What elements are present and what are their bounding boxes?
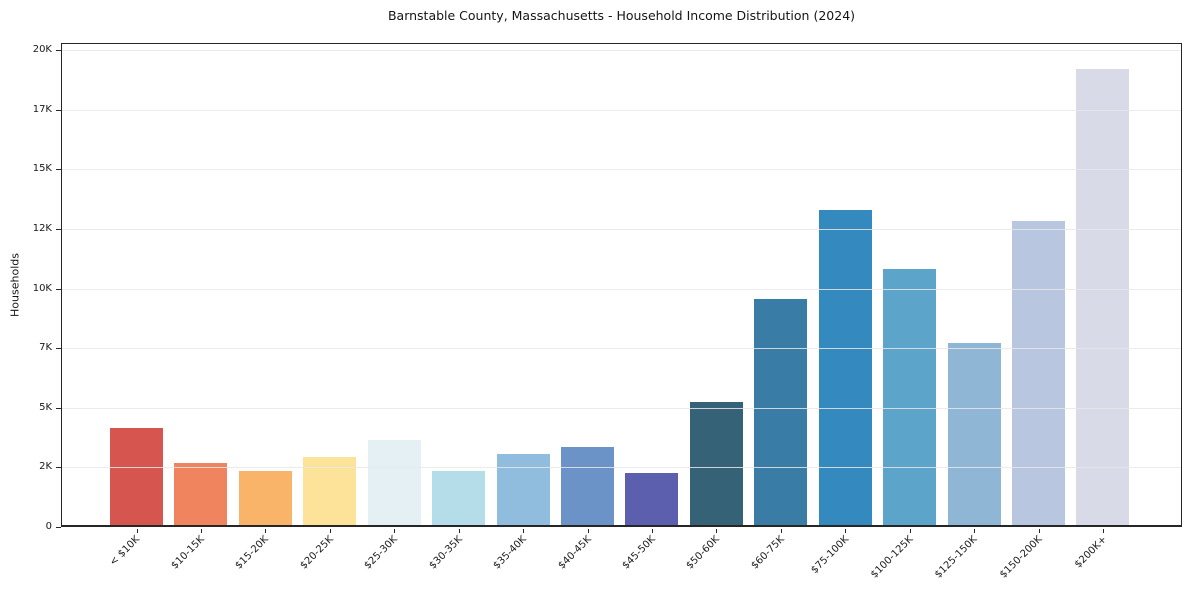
bar-14 <box>947 343 1001 527</box>
gridline-12K <box>62 229 1181 230</box>
bar-6 <box>432 470 486 527</box>
x-tick-mark <box>909 529 911 533</box>
x-tick-label: < $10K <box>108 534 143 569</box>
x-tick-label: $30-35K <box>427 534 465 572</box>
x-tick-label: $45-50K <box>620 534 658 572</box>
gridline-20K <box>62 50 1181 52</box>
x-tick-mark <box>265 529 267 533</box>
x-tick-mark <box>136 529 138 533</box>
x-tick-mark <box>458 529 460 533</box>
gridline-15K <box>62 169 1181 171</box>
bar-12 <box>818 210 872 527</box>
x-tick-mark <box>845 529 847 533</box>
y-tick-label: 2K <box>39 461 52 473</box>
x-tick-mark <box>329 529 331 533</box>
y-tick-label: 0 <box>45 521 52 532</box>
x-tick-label: $40-45K <box>555 534 594 572</box>
y-tick-mark <box>56 169 61 171</box>
y-tick-label: 5K <box>39 401 52 413</box>
bar-2 <box>174 462 228 527</box>
x-tick-label: $25-30K <box>362 534 400 572</box>
x-tick-mark <box>523 529 525 533</box>
bar-11 <box>754 299 808 527</box>
x-tick-label: $35-40K <box>491 534 529 572</box>
x-tick-label: $10-15K <box>169 534 207 572</box>
bar-3 <box>238 470 292 527</box>
x-tick-mark <box>587 529 589 533</box>
x-tick-label: $20-25K <box>298 534 336 572</box>
bar-5 <box>367 439 421 527</box>
gridline-5K <box>62 407 1181 409</box>
bar-10 <box>689 402 743 527</box>
y-tick-label: 7K <box>39 342 52 354</box>
x-tick-label: $100-125K <box>869 534 916 581</box>
gridline-10K <box>62 288 1181 290</box>
bar-13 <box>883 269 937 527</box>
bar-15 <box>1012 220 1066 527</box>
bar-9 <box>625 472 679 527</box>
x-tick-label: $75-100K <box>809 534 852 576</box>
y-tick-mark <box>56 348 61 350</box>
bar-8 <box>561 447 615 527</box>
y-tick-label: 10K <box>32 282 52 294</box>
x-tick-mark <box>200 529 202 533</box>
bar-16 <box>1076 68 1130 527</box>
y-tick-mark <box>56 407 61 409</box>
x-tick-label: $150-200K <box>997 534 1045 581</box>
y-tick-mark <box>56 229 61 230</box>
x-tick-label: $50-60K <box>684 534 723 572</box>
x-tick-mark <box>780 529 782 533</box>
chart-title: Barnstable County, Massachusetts - House… <box>387 8 856 23</box>
gridline-7K <box>62 348 1181 350</box>
x-tick-mark <box>1103 529 1104 533</box>
x-tick-label: $125-150K <box>933 534 980 581</box>
bar-1 <box>110 428 163 527</box>
gridline-17K <box>62 109 1181 111</box>
x-tick-mark <box>394 529 396 533</box>
y-tick-mark <box>56 50 61 52</box>
x-tick-label: $15-20K <box>233 534 272 572</box>
x-tick-label: $200K+ <box>1072 534 1109 571</box>
y-tick-label: 15K <box>32 163 52 175</box>
y-tick-mark <box>56 288 61 290</box>
bar-7 <box>496 454 550 527</box>
y-tick-label: 12K <box>32 223 52 234</box>
x-tick-mark <box>974 529 976 533</box>
y-tick-mark <box>56 527 61 528</box>
gridline-2K <box>62 467 1181 469</box>
x-tick-label: $60-75K <box>749 534 787 572</box>
x-tick-mark <box>716 529 718 533</box>
y-tick-label: 17K <box>32 103 52 115</box>
x-tick-mark <box>1038 529 1040 533</box>
y-tick-mark <box>56 467 61 469</box>
x-tick-mark <box>652 529 653 533</box>
y-tick-label: 20K <box>32 44 52 56</box>
y-tick-mark <box>56 109 61 111</box>
